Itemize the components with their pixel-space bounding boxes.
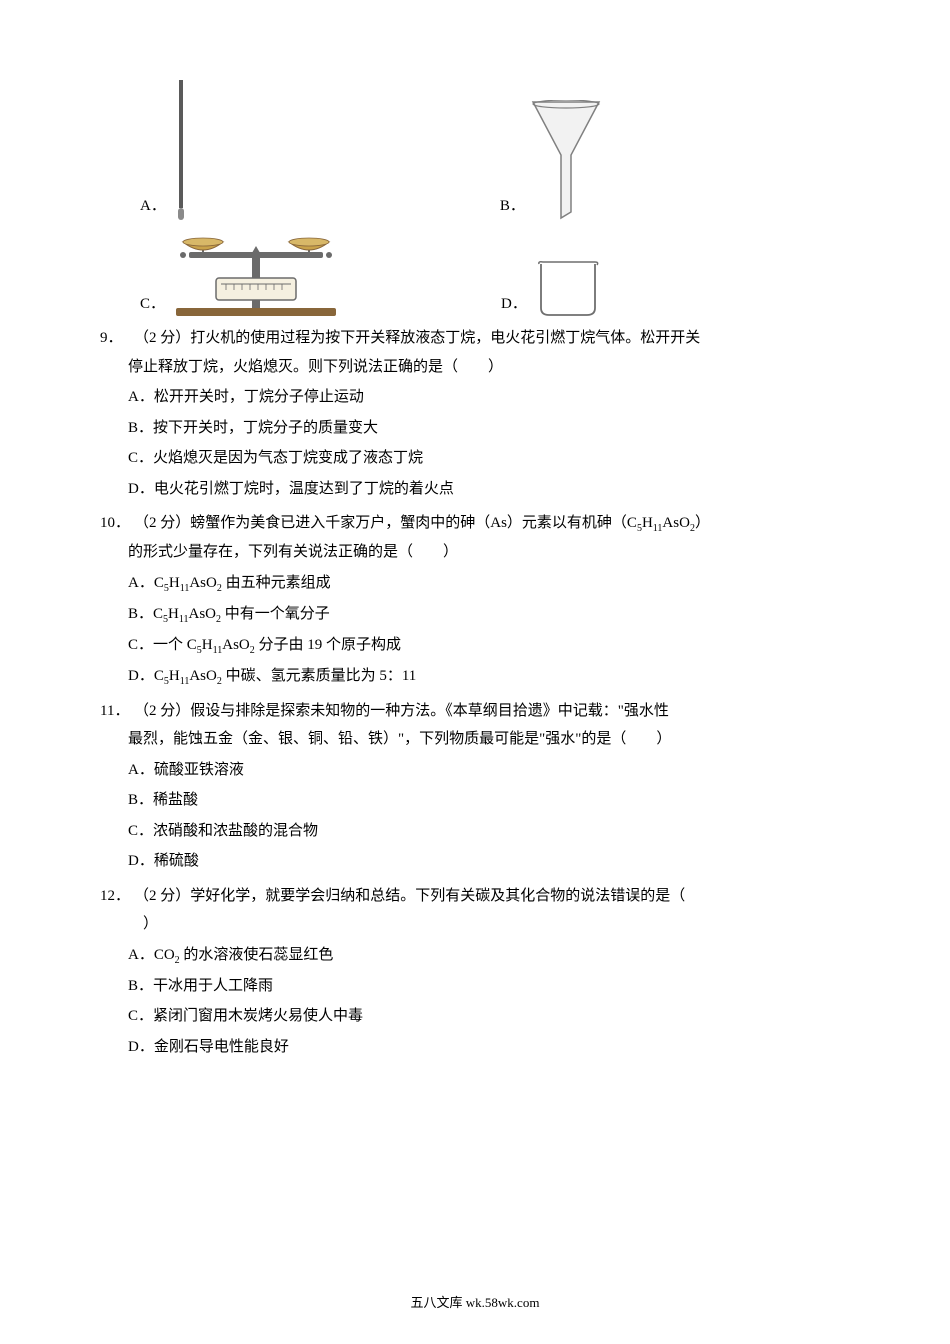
q12-number: 12．: [100, 882, 134, 911]
q10-number: 10．: [100, 509, 134, 538]
q11-option-b: B．稀盐酸: [100, 786, 850, 815]
q10-c-2: H: [202, 637, 213, 653]
q10-stem1-c: AsO: [662, 515, 690, 531]
q9-option-b: B．按下开关时，丁烷分子的质量变大: [100, 414, 850, 443]
q11-stem-line1: （2 分）假设与排除是探索未知物的一种方法。《本草纲目拾遗》中记载："强水性: [134, 697, 850, 726]
q12-option-b: B．干冰用于人工降雨: [100, 972, 850, 1001]
q12-option-d: D．金刚石导电性能良好: [100, 1033, 850, 1062]
q10-stem1-d: ）: [695, 515, 710, 531]
image-row-1: A． B．: [140, 80, 850, 220]
question-9: 9． （2 分）打火机的使用过程为按下开关释放液态丁烷，电火花引燃丁烷气体。松开…: [100, 324, 850, 353]
q9-stem-line2: 停止释放丁烷，火焰熄灭。则下列说法正确的是（ ）: [100, 353, 850, 382]
page-footer: 五八文库 wk.58wk.com: [0, 1291, 950, 1316]
q10-b-4: 中有一个氧分子: [221, 606, 330, 622]
question-10: 10． （2 分）螃蟹作为美食已进入千家万户，蟹肉中的砷（As）元素以有机砷（C…: [100, 509, 850, 538]
option-b-label: B．: [500, 192, 525, 221]
q10-option-c: C．一个 C5H11AsO2 分子由 19 个原子构成: [100, 631, 850, 660]
sub-11: 11: [653, 523, 663, 534]
q10-d-3: AsO: [189, 668, 217, 684]
q10-d-4: 中碳、氢元素质量比为 5：11: [222, 668, 416, 684]
balance-icon: [171, 228, 341, 318]
q12-option-a: A．CO2 的水溶液使石蕊显红色: [100, 941, 850, 970]
q10-stem1-a: （2 分）螃蟹作为美食已进入千家万户，蟹肉中的砷（As）元素以有机砷（C: [134, 515, 637, 531]
q10-option-d: D．C5H11AsO2 中碳、氢元素质量比为 5：11: [100, 662, 850, 691]
q11-number: 11．: [100, 697, 134, 726]
q10-a-3: AsO: [189, 575, 217, 591]
q10-stem-line2: 的形式少量存在，下列有关说法正确的是（ ）: [100, 538, 850, 567]
q10-c-3: AsO: [222, 637, 250, 653]
q11-option-c: C．浓硝酸和浓盐酸的混合物: [100, 817, 850, 846]
q10-a-s2: 11: [180, 583, 190, 594]
q10-d-1: D．C: [128, 668, 164, 684]
q10-option-b: B．C5H11AsO2 中有一个氧分子: [100, 600, 850, 629]
q10-stem1-b: H: [642, 515, 653, 531]
q10-b-1: B．C: [128, 606, 163, 622]
q10-d-2: H: [169, 668, 180, 684]
q9-option-a: A．松开开关时，丁烷分子停止运动: [100, 383, 850, 412]
stirring-rod-icon: [172, 80, 190, 220]
q12-a-1: A．CO: [128, 947, 175, 963]
q10-b-s2: 11: [179, 614, 189, 625]
question-12: 12． （2 分）学好化学，就要学会归纳和总结。下列有关碳及其化合物的说法错误的…: [100, 882, 850, 911]
q10-a-2: H: [169, 575, 180, 591]
option-c-image: C．: [140, 228, 341, 318]
option-d-image: D．: [501, 258, 603, 318]
q10-a-4: 由五种元素组成: [222, 575, 331, 591]
q11-option-d: D．稀硫酸: [100, 847, 850, 876]
q9-stem-line1: （2 分）打火机的使用过程为按下开关释放液态丁烷，电火花引燃丁烷气体。松开开关: [134, 324, 850, 353]
q12-stem-line1: （2 分）学好化学，就要学会归纳和总结。下列有关碳及其化合物的说法错误的是（: [134, 882, 850, 911]
q9-option-c: C．火焰熄灭是因为气态丁烷变成了液态丁烷: [100, 444, 850, 473]
q10-b-2: H: [168, 606, 179, 622]
funnel-icon: [531, 100, 601, 220]
q9-number: 9．: [100, 324, 134, 353]
q12-stem-line2: ）: [100, 910, 850, 939]
q10-c-1: C．一个 C: [128, 637, 197, 653]
q11-option-a: A．硫酸亚铁溶液: [100, 756, 850, 785]
q12-a-2: 的水溶液使石蕊显红色: [180, 947, 334, 963]
beaker-icon: [533, 258, 603, 318]
q10-a-1: A．C: [128, 575, 164, 591]
q9-option-d: D．电火花引燃丁烷时，温度达到了丁烷的着火点: [100, 475, 850, 504]
question-11: 11． （2 分）假设与排除是探索未知物的一种方法。《本草纲目拾遗》中记载："强…: [100, 697, 850, 726]
option-b-image: B．: [500, 100, 601, 220]
q10-c-s2: 11: [213, 645, 223, 656]
q10-d-s2: 11: [180, 676, 190, 687]
option-a-image: A．: [140, 80, 190, 220]
option-a-label: A．: [140, 192, 166, 221]
option-c-label: C．: [140, 290, 165, 319]
q11-stem-line2: 最烈，能蚀五金（金、银、铜、铅、铁）"，下列物质最可能是"强水"的是（ ）: [100, 725, 850, 754]
q10-option-a: A．C5H11AsO2 由五种元素组成: [100, 569, 850, 598]
q12-option-c: C．紧闭门窗用木炭烤火易使人中毒: [100, 1002, 850, 1031]
image-row-2: C．: [140, 228, 850, 318]
option-d-label: D．: [501, 290, 527, 319]
q10-b-3: AsO: [189, 606, 217, 622]
q10-c-4: 分子由 19 个原子构成: [255, 637, 401, 653]
